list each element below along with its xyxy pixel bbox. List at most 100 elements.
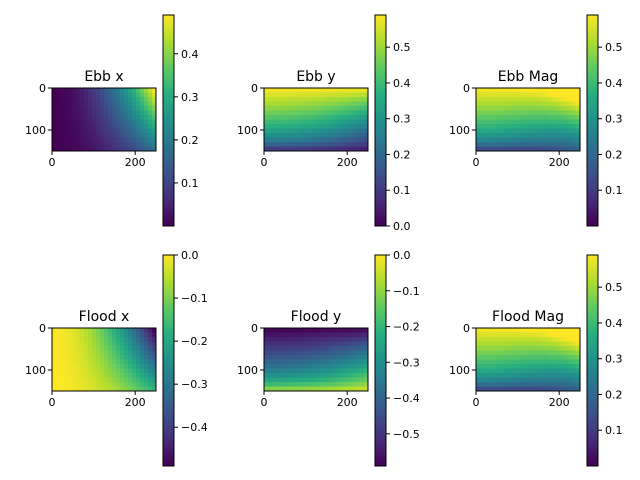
panel-title: Ebb Mag (498, 69, 559, 85)
heatmap-cell (100, 97, 105, 102)
heatmap-cell (560, 97, 565, 102)
heatmap-cell (500, 346, 505, 351)
heatmap-cell (544, 92, 549, 98)
heatmap-cell (56, 128, 61, 134)
heatmap-cell (488, 106, 493, 111)
heatmap-cell (316, 119, 321, 125)
heatmap-cell (500, 133, 505, 138)
heatmap-cell (56, 368, 61, 374)
heatmap-cell (268, 346, 273, 351)
heatmap-cell (564, 368, 569, 374)
heatmap-cell (316, 137, 321, 143)
heatmap-cell (292, 332, 297, 338)
heatmap-cell (488, 328, 493, 333)
heatmap-cell (500, 377, 505, 383)
heatmap-cell (364, 133, 369, 138)
heatmap-cell (312, 337, 317, 342)
heatmap-cell (104, 328, 109, 333)
axes-frame (475, 87, 581, 152)
heatmap-cell (536, 359, 541, 365)
heatmap-cell (68, 115, 73, 120)
heatmap-cell (100, 101, 105, 107)
heatmap-cell (520, 106, 525, 111)
heatmap-cell (268, 377, 273, 383)
colorbar-tick-label: 0.5 (393, 41, 411, 54)
heatmap-cell (276, 368, 281, 374)
heatmap-cell (112, 97, 117, 102)
heatmap-cell (60, 97, 65, 102)
heatmap-cell (320, 106, 325, 111)
heatmap-cell (92, 346, 97, 351)
heatmap-cell (292, 97, 297, 102)
heatmap-cell (120, 101, 125, 107)
heatmap-cell (328, 337, 333, 342)
heatmap-cell (120, 373, 125, 378)
heatmap-cell (496, 364, 501, 369)
heatmap-cell (276, 133, 281, 138)
heatmap-cell (288, 97, 293, 102)
heatmap-cell (520, 92, 525, 98)
heatmap-cell (480, 368, 485, 374)
heatmap-cell (300, 346, 305, 351)
heatmap-cell (284, 97, 289, 102)
heatmap-cell (268, 106, 273, 111)
heatmap-cell (268, 137, 273, 143)
heatmap-cell (108, 128, 113, 134)
heatmap-cell (504, 92, 509, 98)
heatmap-cell (532, 359, 537, 365)
colorbar-tick-label: −0.4 (393, 392, 420, 405)
heatmap-cell (272, 377, 277, 383)
heatmap-cell (336, 377, 341, 383)
heatmap-cell (520, 97, 525, 102)
heatmap-cell (76, 92, 81, 98)
heatmap-cell (352, 341, 357, 347)
heatmap-cell (344, 359, 349, 365)
heatmap-cell (496, 359, 501, 365)
heatmap-cell (484, 97, 489, 102)
heatmap-cell (316, 97, 321, 102)
heatmap-cell (356, 328, 361, 333)
heatmap-cell (336, 386, 341, 392)
heatmap-cell (68, 346, 73, 351)
heatmap-cell (136, 346, 141, 351)
heatmap-cell (64, 110, 69, 116)
heatmap-cell (532, 364, 537, 369)
heatmap-cell (316, 386, 321, 392)
heatmap-cell (296, 142, 301, 147)
heatmap-cell (140, 346, 145, 351)
heatmap-cell (112, 346, 117, 351)
heatmap-cell (512, 359, 517, 365)
heatmap-cell (484, 88, 489, 93)
heatmap-cell (68, 364, 73, 369)
heatmap-cell (268, 337, 273, 342)
heatmap-cell (548, 115, 553, 120)
heatmap-cell (544, 128, 549, 134)
heatmap-cell (104, 341, 109, 347)
heatmap-cell (304, 350, 309, 356)
colorbar-tick-label: −0.1 (181, 292, 208, 305)
heatmap-cell (112, 101, 117, 107)
heatmap-cell (480, 332, 485, 338)
heatmap-cell (352, 92, 357, 98)
heatmap-cell (552, 101, 557, 107)
heatmap-cell (552, 386, 557, 392)
heatmap-cell (564, 328, 569, 333)
heatmap-cell (568, 101, 573, 107)
heatmap-cell (508, 97, 513, 102)
heatmap-cell (524, 332, 529, 338)
heatmap-cell (560, 364, 565, 369)
heatmap-cell (284, 373, 289, 378)
heatmap-cell (568, 355, 573, 360)
heatmap-cell (344, 373, 349, 378)
heatmap-cell (96, 106, 101, 111)
heatmap-cell (124, 137, 129, 143)
heatmap-cell (540, 386, 545, 392)
heatmap-cell (148, 124, 153, 129)
heatmap-cell (116, 328, 121, 333)
heatmap-cell (132, 146, 137, 152)
heatmap-cell (572, 337, 577, 342)
heatmap-cell (496, 97, 501, 102)
heatmap-cell (136, 142, 141, 147)
heatmap-cell (72, 92, 77, 98)
heatmap-cell (536, 133, 541, 138)
